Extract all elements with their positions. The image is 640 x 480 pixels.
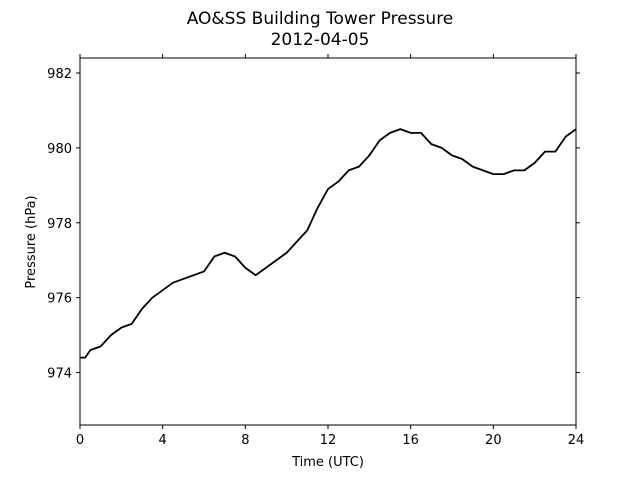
x-tick-label: 8 <box>241 433 249 448</box>
y-tick-label: 980 <box>47 142 72 157</box>
x-tick-label: 12 <box>320 433 337 448</box>
x-axis-label: Time (UTC) <box>291 455 364 470</box>
y-tick-label: 976 <box>47 292 72 307</box>
x-tick-label: 4 <box>159 433 167 448</box>
x-tick-label: 20 <box>485 433 502 448</box>
y-tick-label: 982 <box>47 67 72 82</box>
y-tick-label: 978 <box>47 217 72 232</box>
chart-subtitle: 2012-04-05 <box>271 30 370 50</box>
x-tick-label: 0 <box>76 433 84 448</box>
y-tick-label: 974 <box>47 367 72 382</box>
x-tick-label: 24 <box>568 433 585 448</box>
y-axis-label: Pressure (hPa) <box>24 195 39 288</box>
x-tick-label: 16 <box>402 433 419 448</box>
chart-title: AO&SS Building Tower Pressure <box>187 9 454 29</box>
plot-frame <box>79 57 577 426</box>
data-line <box>80 128 577 359</box>
